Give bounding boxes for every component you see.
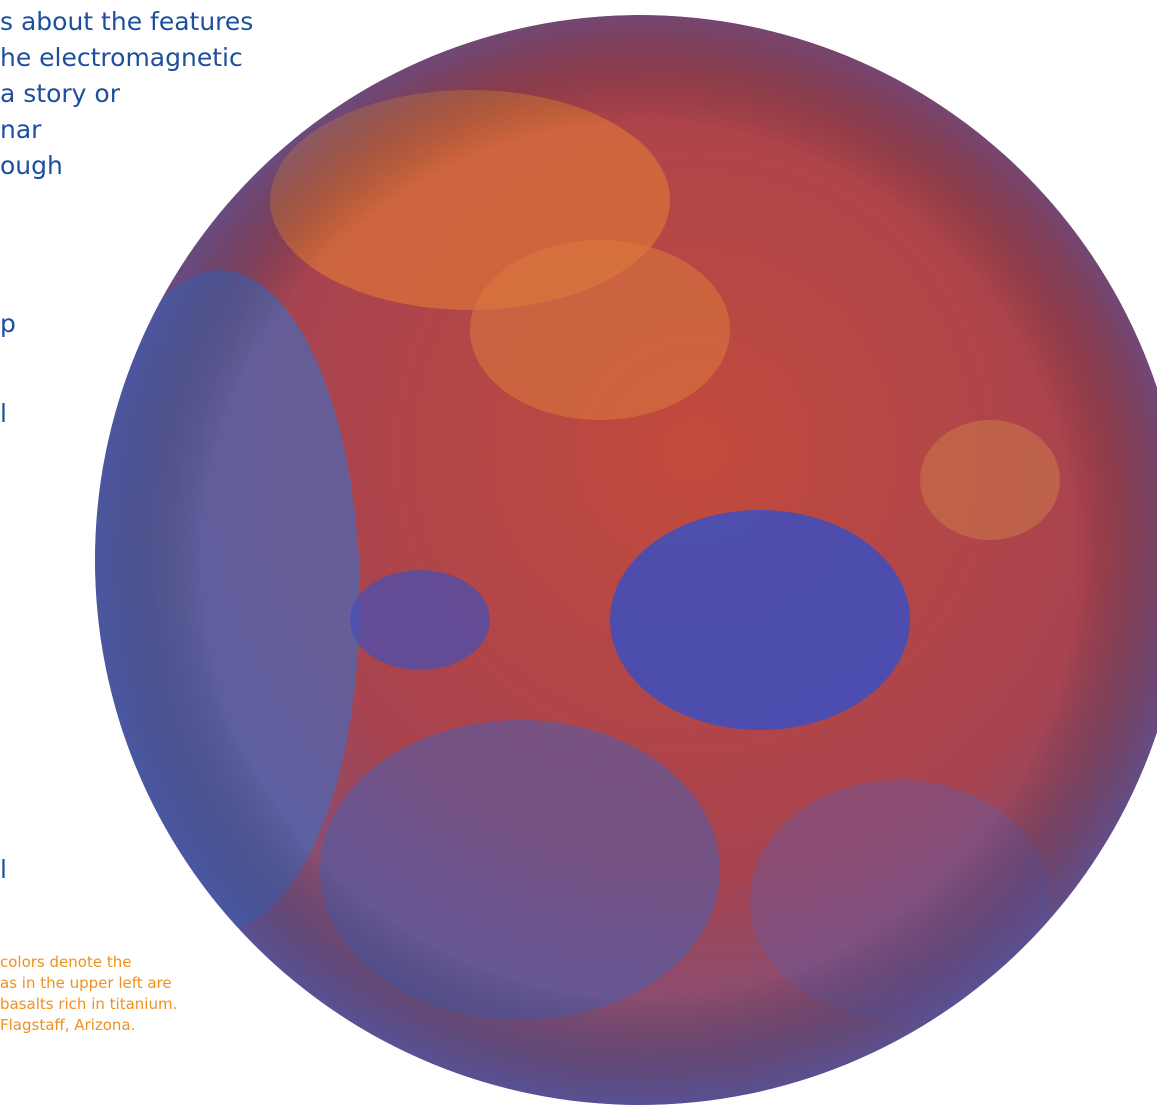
text-fragment: l	[0, 855, 7, 884]
caption-line: colors denote the	[0, 953, 132, 971]
text-fragment: l	[0, 399, 7, 428]
body-text-line: he electromagnetic	[0, 43, 243, 72]
caption-line: basalts rich in titanium.	[0, 995, 178, 1013]
text-fragment: p	[0, 309, 16, 338]
body-text-line: s about the features	[0, 7, 254, 36]
body-text-line: nar	[0, 115, 42, 144]
caption-line: Flagstaff, Arizona.	[0, 1016, 136, 1034]
body-text-line: a story or	[0, 79, 120, 108]
caption-line: as in the upper left are	[0, 974, 172, 992]
body-text-line: ough	[0, 151, 63, 180]
